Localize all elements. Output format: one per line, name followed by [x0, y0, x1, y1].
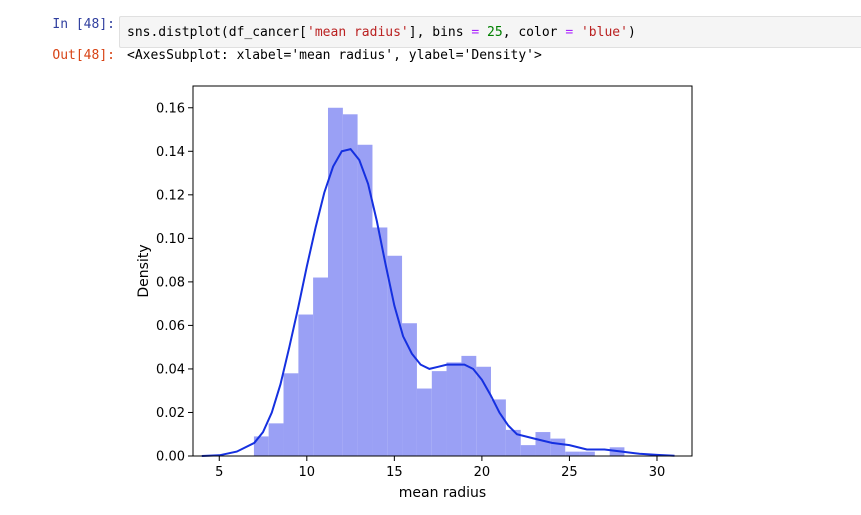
code-text: , color — [502, 25, 566, 40]
histogram-bar-6 — [342, 114, 358, 456]
code-number-bins: 25 — [487, 25, 503, 40]
x-ticks: 5 10 15 20 25 30 — [215, 456, 665, 480]
y-tick-label: 0.10 — [156, 232, 185, 247]
x-tick-label: 25 — [561, 465, 578, 480]
code-function: sns.distplot(df_cancer[ — [127, 25, 308, 40]
histogram-bar-15 — [476, 366, 491, 456]
histogram-bar-10 — [402, 323, 417, 456]
histogram-bar-16 — [490, 399, 506, 456]
code-text: ) — [627, 25, 636, 40]
histogram-bar-18 — [520, 445, 536, 456]
histogram-bar-8 — [372, 227, 388, 456]
code-space — [573, 25, 581, 40]
y-tick-label: 0.16 — [156, 101, 185, 116]
y-tick-label: 0.12 — [156, 188, 185, 203]
histogram-bar-2 — [283, 373, 299, 456]
x-tick-label: 30 — [649, 465, 666, 480]
histogram-bar-21 — [565, 451, 580, 456]
y-axis-label: Density — [136, 244, 152, 297]
histogram-bar-1 — [268, 423, 284, 456]
histogram-bar-14 — [461, 355, 477, 456]
notebook-input-cell[interactable]: In [48]: sns.distplot(df_cancer['mean ra… — [0, 8, 861, 48]
y-ticks: 0.00 0.02 0.04 0.06 0.08 0.10 0.12 0.14 0.16 — [156, 101, 193, 465]
code-line[interactable]: sns.distplot(df_cancer['mean radius'], b… — [127, 24, 636, 42]
histogram-bar-20 — [550, 438, 566, 456]
y-tick-label: 0.08 — [156, 275, 185, 290]
histogram-bar-19 — [535, 432, 551, 456]
x-tick-label: 5 — [215, 465, 223, 480]
kde-line — [201, 147, 675, 457]
y-tick-label: 0.06 — [156, 319, 185, 334]
histogram-bar-4 — [313, 277, 328, 456]
histogram-bar-12 — [431, 371, 447, 456]
output-text: <AxesSubplot: xlabel='mean radius', ylab… — [127, 48, 542, 63]
y-tick-label: 0.04 — [156, 362, 185, 377]
histogram-bar-7 — [357, 144, 373, 456]
code-string-color: 'blue' — [580, 25, 628, 40]
x-tick-label: 10 — [299, 465, 316, 480]
distplot-chart: 5 10 15 20 25 30 0.00 0.02 0.04 0.06 0.08 0.10 0.12… — [136, 85, 693, 501]
code-editor[interactable]: sns.distplot(df_cancer['mean radius'], b… — [119, 16, 861, 48]
histogram-bars — [253, 107, 625, 456]
code-text: ], bins — [408, 25, 472, 40]
y-tick-label: 0.02 — [156, 406, 185, 421]
histogram-bar-11 — [416, 388, 432, 456]
histogram-bar-17 — [505, 429, 521, 456]
x-axis-label: mean radius — [399, 485, 486, 501]
x-tick-label: 20 — [474, 465, 491, 480]
histogram-bar-5 — [327, 107, 343, 456]
code-space — [479, 25, 487, 40]
y-tick-label: 0.14 — [156, 145, 185, 160]
histogram-bar-9 — [387, 255, 403, 456]
code-operator: = — [565, 25, 574, 40]
y-tick-label: 0.00 — [156, 450, 185, 465]
histogram-bar-22 — [579, 451, 595, 456]
input-prompt: In [48]: — [52, 17, 115, 32]
histogram-bar-0 — [253, 436, 269, 456]
histogram-bar-3 — [298, 314, 314, 456]
x-tick-label: 15 — [386, 465, 403, 480]
axes-frame — [192, 85, 693, 457]
code-string-column: 'mean radius' — [307, 25, 409, 40]
histogram-bar-13 — [446, 362, 462, 456]
code-operator: = — [471, 25, 480, 40]
output-prompt: Out[48]: — [52, 48, 115, 63]
